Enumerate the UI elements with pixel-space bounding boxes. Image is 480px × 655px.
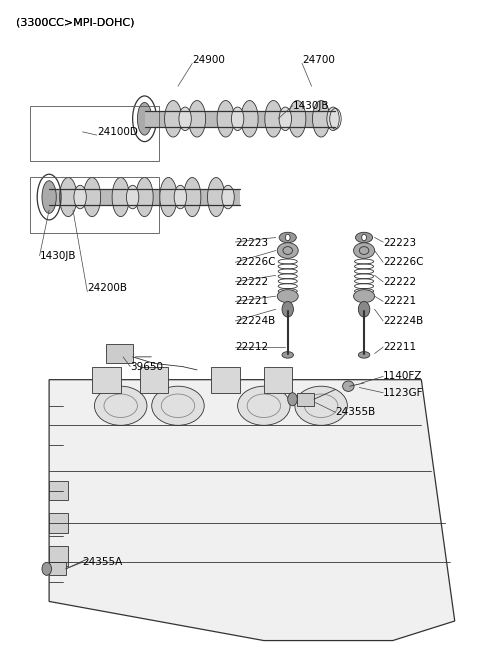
Text: 22224B: 22224B: [383, 316, 423, 326]
Ellipse shape: [152, 386, 204, 425]
Circle shape: [362, 234, 366, 241]
Text: 24355A: 24355A: [83, 557, 123, 567]
Ellipse shape: [42, 181, 56, 214]
Ellipse shape: [160, 178, 177, 217]
Text: 24355B: 24355B: [336, 407, 376, 417]
Text: 22223: 22223: [383, 238, 416, 248]
Text: 22221: 22221: [383, 297, 416, 307]
Ellipse shape: [359, 352, 370, 358]
Text: 1430JB: 1430JB: [39, 251, 76, 261]
Ellipse shape: [217, 100, 234, 137]
Text: 24100D: 24100D: [97, 127, 138, 137]
Ellipse shape: [327, 107, 339, 130]
Ellipse shape: [295, 386, 348, 425]
Ellipse shape: [207, 178, 225, 217]
Bar: [49, 481, 68, 500]
Bar: [30, 178, 159, 233]
Text: 39650: 39650: [130, 362, 163, 371]
Bar: [264, 367, 292, 393]
Bar: [92, 367, 120, 393]
Ellipse shape: [95, 386, 147, 425]
Ellipse shape: [241, 100, 258, 137]
Ellipse shape: [136, 178, 153, 217]
Bar: [49, 546, 68, 565]
Ellipse shape: [84, 178, 101, 217]
Ellipse shape: [354, 290, 374, 303]
Ellipse shape: [282, 352, 293, 358]
Ellipse shape: [288, 100, 306, 137]
Ellipse shape: [137, 102, 152, 135]
Ellipse shape: [359, 301, 370, 317]
Ellipse shape: [277, 290, 298, 303]
Text: 22212: 22212: [235, 342, 268, 352]
Text: (3300CC>MPI-DOHC): (3300CC>MPI-DOHC): [16, 18, 134, 28]
Bar: [49, 514, 68, 533]
Ellipse shape: [184, 178, 201, 217]
Ellipse shape: [189, 100, 205, 137]
Ellipse shape: [312, 100, 330, 137]
Ellipse shape: [179, 107, 192, 130]
Ellipse shape: [343, 381, 354, 392]
Bar: [30, 105, 159, 161]
Bar: [49, 189, 240, 205]
Bar: [49, 562, 66, 575]
Polygon shape: [49, 380, 455, 641]
Text: (3300CC>MPI-DOHC): (3300CC>MPI-DOHC): [16, 18, 134, 28]
Text: 24900: 24900: [192, 55, 225, 65]
Text: 22224B: 22224B: [235, 316, 276, 326]
Text: 22226C: 22226C: [235, 257, 276, 267]
Ellipse shape: [165, 100, 182, 137]
Ellipse shape: [126, 185, 139, 209]
Ellipse shape: [265, 100, 282, 137]
Bar: [140, 367, 168, 393]
Ellipse shape: [279, 233, 296, 243]
Text: 22222: 22222: [383, 277, 416, 287]
Circle shape: [285, 234, 290, 241]
Text: 22211: 22211: [383, 342, 416, 352]
Text: 24700: 24700: [302, 55, 335, 65]
Text: 22222: 22222: [235, 277, 268, 287]
Ellipse shape: [231, 107, 244, 130]
Text: 22226C: 22226C: [383, 257, 424, 267]
Text: 1123GF: 1123GF: [383, 388, 424, 398]
Ellipse shape: [282, 301, 293, 317]
Text: 22221: 22221: [235, 297, 268, 307]
Text: 1430JB: 1430JB: [292, 101, 329, 111]
Ellipse shape: [42, 562, 51, 575]
Ellipse shape: [174, 185, 187, 209]
Text: 24200B: 24200B: [87, 284, 127, 293]
Ellipse shape: [356, 233, 372, 243]
Bar: [107, 344, 132, 364]
Ellipse shape: [354, 243, 374, 258]
Ellipse shape: [60, 178, 77, 217]
Bar: [297, 393, 314, 405]
Ellipse shape: [74, 185, 86, 209]
Ellipse shape: [279, 107, 291, 130]
Ellipse shape: [222, 185, 234, 209]
Bar: [211, 367, 240, 393]
Text: 22223: 22223: [235, 238, 268, 248]
Ellipse shape: [238, 386, 290, 425]
Ellipse shape: [112, 178, 129, 217]
Bar: [144, 111, 336, 126]
Text: 1140FZ: 1140FZ: [383, 371, 422, 381]
Ellipse shape: [288, 393, 297, 405]
Ellipse shape: [277, 243, 298, 258]
